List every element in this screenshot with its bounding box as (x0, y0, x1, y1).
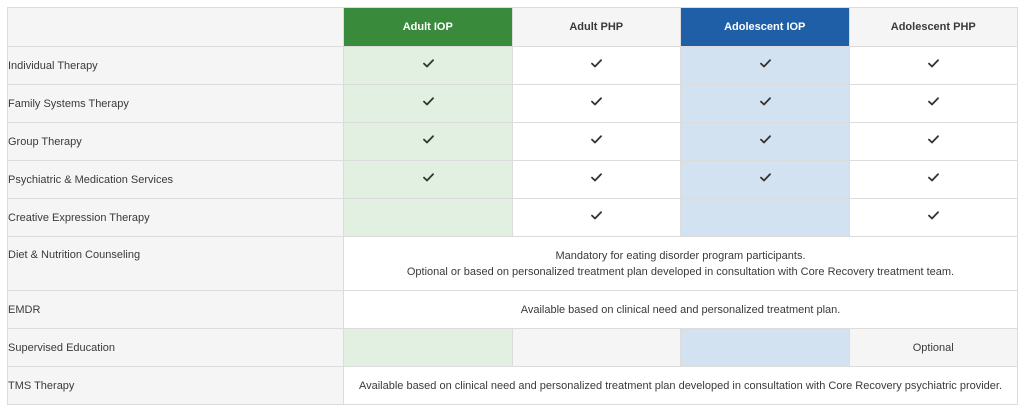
table-row: Diet & Nutrition Counseling Mandatory for… (7, 236, 1018, 291)
check-icon (422, 59, 434, 69)
cell-adolescent-php (848, 122, 1018, 161)
table-row: Psychiatric & Medication Services (7, 160, 1018, 199)
cell-adult-php (511, 84, 681, 123)
check-icon (591, 97, 603, 107)
cell-adult-iop (343, 46, 513, 85)
row-label: Family Systems Therapy (7, 84, 344, 123)
cell-adult-php (511, 198, 681, 237)
check-icon (759, 59, 771, 69)
spanned-note: Mandatory for eating disorder program pa… (343, 236, 1018, 291)
check-icon (591, 59, 603, 69)
note-line: Optional or based on personalized treatm… (406, 265, 955, 278)
cell-adolescent-php (848, 84, 1018, 123)
row-label: Diet & Nutrition Counseling (7, 236, 344, 291)
cell-adolescent-iop (680, 84, 850, 123)
check-icon (759, 135, 771, 145)
column-header-adult-iop: Adult IOP (343, 7, 513, 47)
column-header-adolescent-php: Adolescent PHP (848, 7, 1018, 47)
row-label: Supervised Education (7, 328, 344, 367)
note-line: Available based on clinical need and per… (358, 379, 1003, 392)
row-label: Group Therapy (7, 122, 344, 161)
cell-adult-php (511, 46, 681, 85)
cell-adolescent-php: Optional (848, 328, 1018, 367)
header-corner (7, 7, 344, 47)
table-row: Supervised Education Optional (7, 328, 1018, 367)
check-icon (422, 173, 434, 183)
cell-adult-iop (343, 198, 513, 237)
check-icon (591, 173, 603, 183)
check-icon (591, 135, 603, 145)
spanned-note: Available based on clinical need and per… (343, 290, 1018, 329)
table-row: Creative Expression Therapy (7, 198, 1018, 237)
check-icon (928, 135, 940, 145)
cell-adult-iop (343, 84, 513, 123)
cell-adolescent-iop (680, 328, 850, 367)
column-header-adult-php: Adult PHP (511, 7, 681, 47)
header-row: Adult IOP Adult PHP Adolescent IOP Adole… (7, 7, 1018, 47)
cell-adult-php (511, 160, 681, 199)
table-row: TMS Therapy Available based on clinical n… (7, 366, 1018, 405)
check-icon (422, 135, 434, 145)
row-label: Individual Therapy (7, 46, 344, 85)
spanned-note: Available based on clinical need and per… (343, 366, 1018, 405)
cell-adolescent-php (848, 198, 1018, 237)
cell-adult-php (511, 122, 681, 161)
column-header-adolescent-iop: Adolescent IOP (680, 7, 850, 47)
table-row: Individual Therapy (7, 46, 1018, 85)
table-row: EMDR Available based on clinical need and… (7, 290, 1018, 329)
check-icon (759, 97, 771, 107)
cell-adolescent-iop (680, 46, 850, 85)
cell-adolescent-iop (680, 198, 850, 237)
check-icon (928, 97, 940, 107)
note-line: Available based on clinical need and per… (520, 303, 841, 316)
note-line: Mandatory for eating disorder program pa… (555, 249, 806, 262)
row-label: Creative Expression Therapy (7, 198, 344, 237)
cell-adult-iop (343, 122, 513, 161)
row-label: EMDR (7, 290, 344, 329)
table-row: Family Systems Therapy (7, 84, 1018, 123)
cell-adolescent-php (848, 46, 1018, 85)
row-label: TMS Therapy (7, 366, 344, 405)
row-label: Psychiatric & Medication Services (7, 160, 344, 199)
comparison-table: Adult IOP Adult PHP Adolescent IOP Adole… (7, 7, 1018, 405)
check-icon (928, 211, 940, 221)
check-icon (759, 173, 771, 183)
cell-adolescent-iop (680, 160, 850, 199)
check-icon (422, 97, 434, 107)
table-row: Group Therapy (7, 122, 1018, 161)
cell-adolescent-iop (680, 122, 850, 161)
check-icon (591, 211, 603, 221)
cell-text: Optional (912, 341, 954, 354)
cell-adult-php (511, 328, 681, 367)
check-icon (928, 173, 940, 183)
check-icon (928, 59, 940, 69)
cell-adult-iop (343, 160, 513, 199)
cell-adolescent-php (848, 160, 1018, 199)
cell-adult-iop (343, 328, 513, 367)
